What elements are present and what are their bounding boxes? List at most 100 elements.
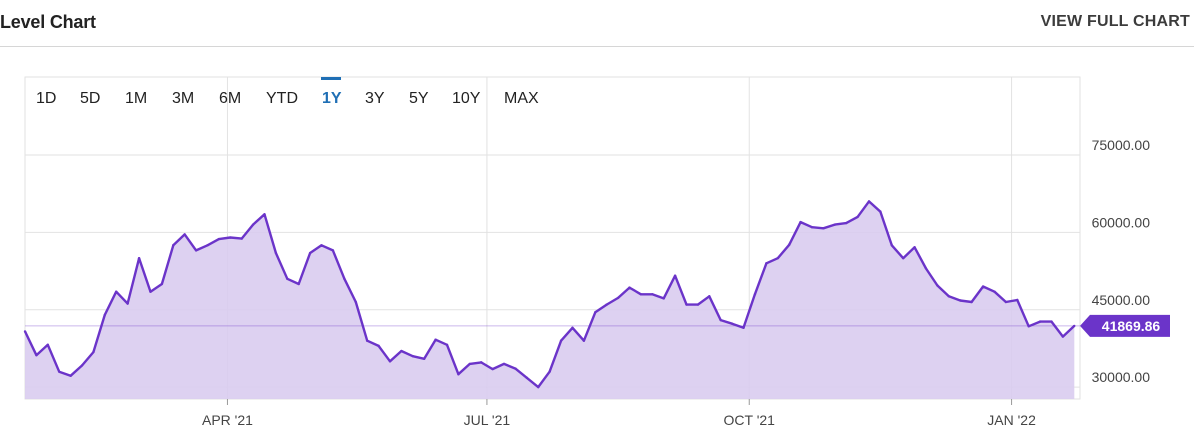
data-point (274, 251, 278, 255)
data-point (217, 237, 221, 241)
data-point (23, 330, 27, 333)
view-full-chart-link[interactable]: VIEW FULL CHART (1040, 13, 1190, 30)
data-point (765, 262, 768, 265)
data-point (1016, 298, 1019, 302)
data-point (194, 249, 198, 252)
data-point (822, 227, 825, 230)
data-point (787, 243, 791, 246)
data-point (297, 282, 300, 286)
data-point (126, 302, 129, 305)
data-point (343, 277, 346, 281)
data-point (457, 373, 460, 376)
data-point (1050, 320, 1053, 323)
data-point (491, 367, 494, 371)
data-point (719, 318, 722, 322)
data-point (240, 237, 243, 240)
range-tab-1m[interactable]: 1M (125, 90, 148, 107)
active-tab-indicator (321, 77, 341, 80)
data-point (730, 322, 734, 325)
y-tick-label: 60000.00 (1092, 214, 1151, 230)
data-point (559, 339, 563, 342)
data-point (571, 326, 574, 330)
data-point (605, 303, 608, 306)
data-point (525, 376, 529, 380)
range-tab-10y[interactable]: 10Y (452, 90, 481, 107)
range-tab-3y[interactable]: 3Y (365, 90, 385, 107)
range-tab-5d[interactable]: 5D (80, 90, 101, 107)
data-point (742, 326, 745, 330)
data-point (308, 251, 312, 255)
data-point (753, 293, 757, 296)
data-point (594, 311, 597, 314)
range-tab-max[interactable]: MAX (504, 90, 539, 107)
data-point (651, 293, 654, 296)
data-point (80, 364, 84, 367)
data-point (1004, 300, 1008, 304)
data-point (673, 274, 677, 277)
data-point (696, 303, 700, 306)
data-point (137, 256, 141, 260)
range-tab-1y[interactable]: 1Y (322, 90, 342, 107)
data-point (628, 286, 631, 289)
data-point (1061, 335, 1065, 338)
last-value-label: 41869.86 (1102, 318, 1161, 334)
data-point (103, 313, 107, 317)
series-area (25, 201, 1075, 399)
data-point (480, 361, 483, 364)
data-point (776, 256, 779, 260)
data-point (993, 290, 996, 293)
range-tab-1d[interactable]: 1D (36, 90, 57, 107)
x-tick-label: JUL '21 (464, 412, 511, 428)
data-point (502, 362, 506, 366)
data-point (160, 282, 164, 286)
data-point (251, 223, 255, 226)
data-point (947, 295, 951, 298)
data-point (92, 350, 95, 354)
data-point (844, 221, 848, 225)
data-point (400, 349, 403, 353)
range-tab-5y[interactable]: 5Y (409, 90, 429, 107)
data-point (468, 362, 472, 366)
data-point (959, 299, 962, 302)
y-tick-label: 30000.00 (1092, 369, 1151, 385)
data-point (867, 200, 871, 203)
data-point (924, 267, 928, 270)
x-tick-label: JAN '22 (987, 412, 1036, 428)
data-point (616, 296, 620, 300)
data-point (172, 244, 175, 247)
data-point (377, 344, 380, 348)
data-point (936, 284, 939, 287)
data-point (445, 343, 449, 347)
range-tab-3m[interactable]: 3M (172, 90, 195, 107)
data-point (514, 367, 517, 370)
data-point (970, 300, 973, 304)
data-point (422, 357, 426, 360)
data-point (35, 353, 38, 357)
data-point (879, 210, 882, 213)
data-point (229, 236, 232, 239)
data-point (548, 370, 551, 373)
data-point (183, 233, 186, 236)
data-point (582, 339, 586, 342)
data-point (833, 223, 836, 226)
data-point (913, 246, 916, 249)
data-point (149, 290, 152, 293)
range-tab-6m[interactable]: 6M (219, 90, 242, 107)
data-point (69, 374, 72, 377)
data-point (320, 244, 323, 247)
data-point (388, 360, 392, 363)
data-point (263, 213, 266, 216)
data-point (537, 385, 540, 389)
data-point (1027, 325, 1030, 328)
data-point (810, 226, 814, 229)
data-point (434, 338, 437, 341)
chart-header: Level Chart VIEW FULL CHART (0, 0, 1194, 47)
chart-title: Level Chart (0, 12, 96, 32)
data-point (856, 215, 859, 219)
data-point (708, 295, 711, 298)
range-tab-ytd[interactable]: YTD (266, 90, 298, 107)
data-point (354, 300, 357, 304)
data-point (799, 220, 802, 224)
data-point (639, 293, 643, 296)
